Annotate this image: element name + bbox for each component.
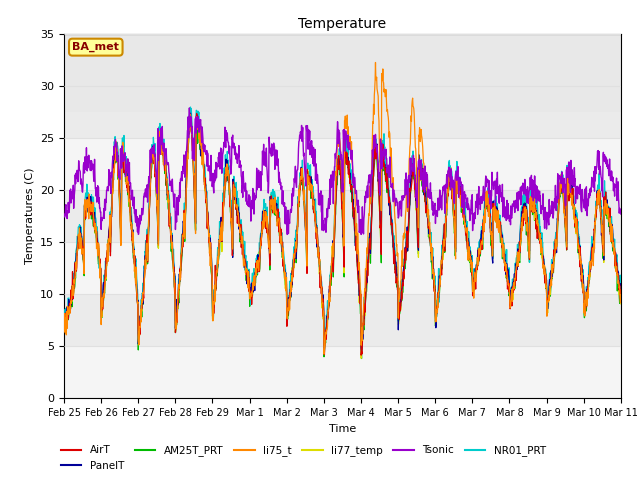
Bar	[64, 242, 621, 294]
Bar	[64, 190, 621, 242]
Legend: AirT, PanelT, AM25T_PRT, li75_t, li77_temp, Tsonic, NR01_PRT: AirT, PanelT, AM25T_PRT, li75_t, li77_te…	[56, 441, 550, 475]
X-axis label: Time: Time	[329, 424, 356, 433]
Bar	[64, 346, 621, 398]
Text: BA_met: BA_met	[72, 42, 119, 52]
Bar	[64, 112, 621, 138]
Bar	[64, 294, 621, 346]
Y-axis label: Temperatures (C): Temperatures (C)	[24, 168, 35, 264]
Title: Temperature: Temperature	[298, 17, 387, 31]
Bar	[64, 34, 621, 117]
Bar	[64, 138, 621, 190]
